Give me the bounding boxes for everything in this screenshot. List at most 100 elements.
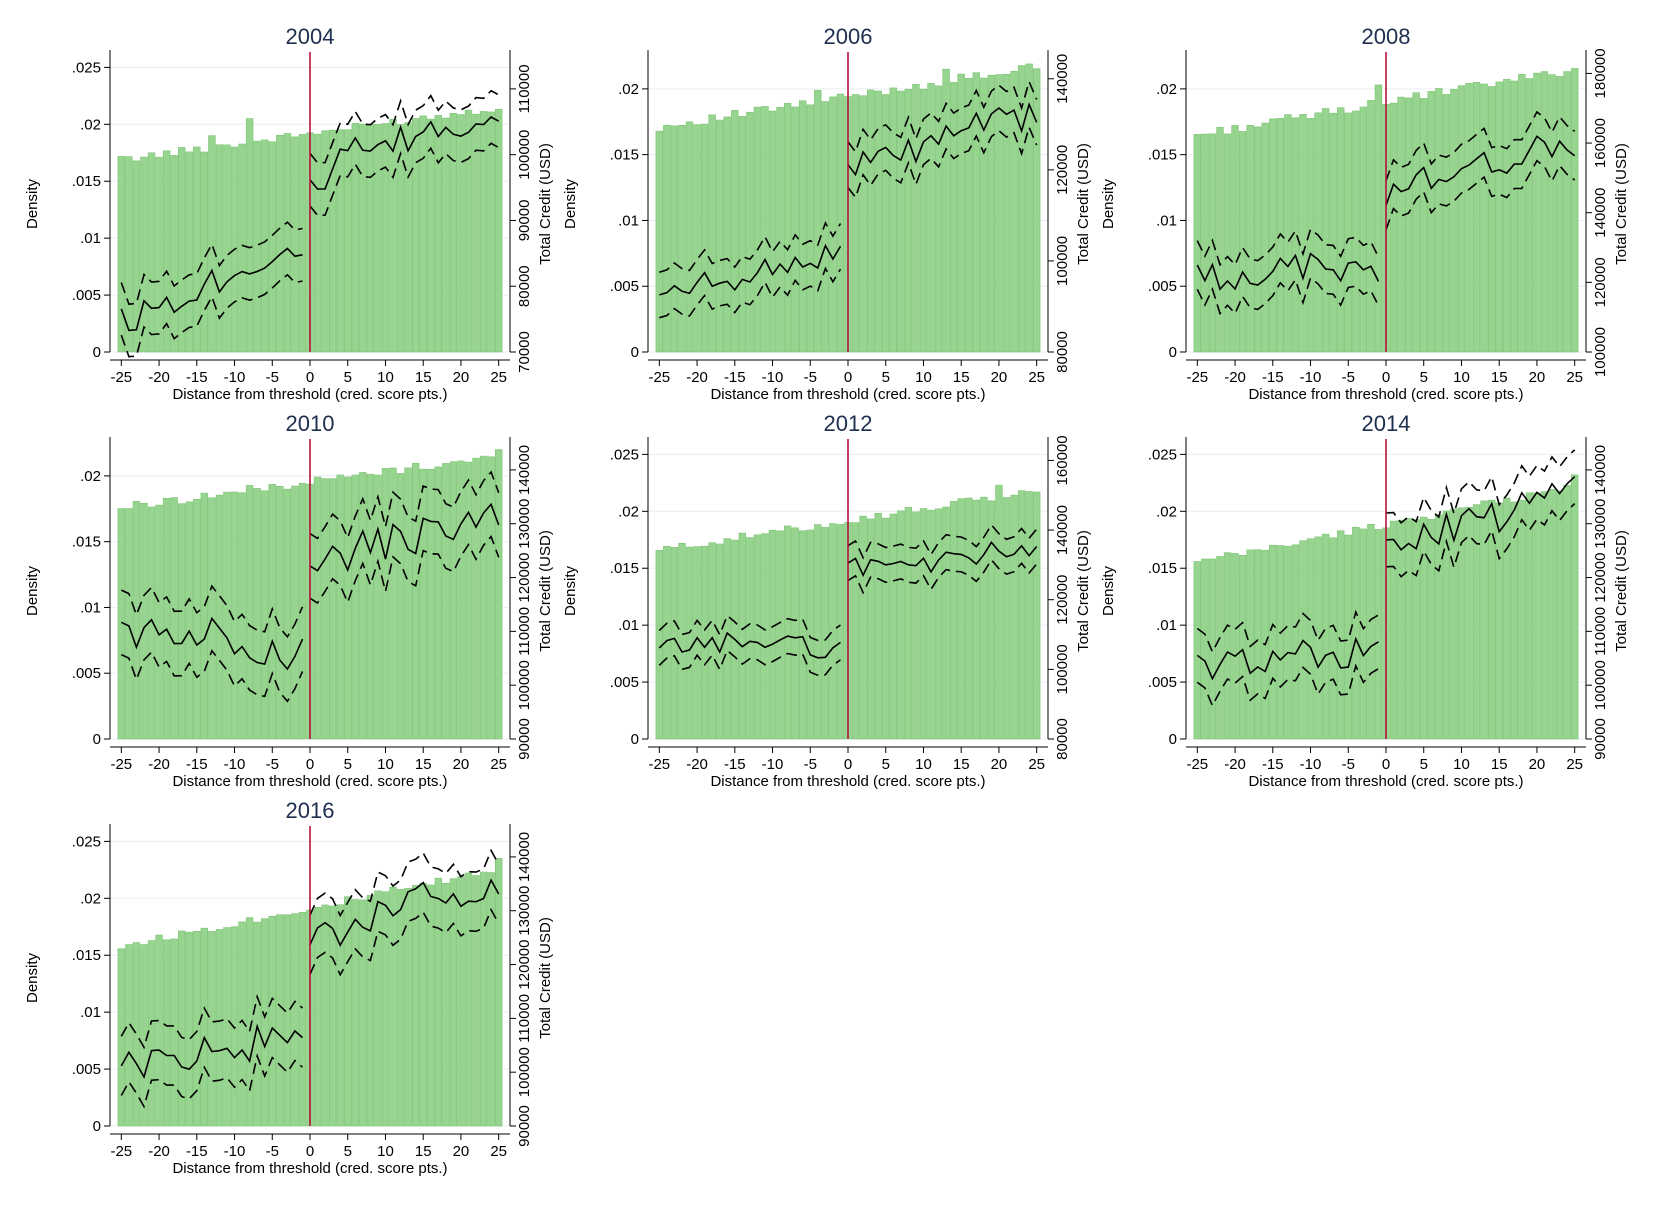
density-bar <box>1540 491 1549 740</box>
density-bar <box>1269 544 1277 740</box>
density-bar <box>404 122 412 353</box>
density-bar <box>1533 72 1541 353</box>
density-bar <box>1495 81 1503 353</box>
y2-tick-label: 100000 <box>1054 236 1071 286</box>
density-bar <box>223 144 231 353</box>
density-bar <box>829 96 837 353</box>
density-bar <box>791 106 799 353</box>
density-bar <box>494 108 503 353</box>
density-bar <box>965 497 973 740</box>
credit-ci-lower-right <box>1385 503 1576 578</box>
x-tick-label: -25 <box>648 756 670 773</box>
x-axis-label: Distance from threshold (cred. score pts… <box>172 386 447 403</box>
density-bar <box>1487 86 1496 353</box>
y2-tick-label: 140000 <box>1592 445 1609 495</box>
y2-tick-label: 100000 <box>1592 660 1609 710</box>
density-bar <box>738 116 747 353</box>
density-bar <box>1193 134 1202 353</box>
credit-ci-lower-right <box>847 124 1038 200</box>
y2-tick-label: 180000 <box>1592 48 1609 98</box>
density-bar <box>1533 492 1541 740</box>
density-bar <box>957 498 965 740</box>
y-tick-label: .01 <box>80 230 101 247</box>
x-tick-label: 20 <box>991 369 1008 386</box>
x-tick-label: -20 <box>148 756 170 773</box>
density-bar <box>655 130 664 353</box>
density-bar <box>1518 499 1526 740</box>
density-bar <box>1010 70 1018 353</box>
x-tick-label: -25 <box>1186 756 1208 773</box>
density-bar <box>859 515 867 740</box>
density-bar <box>836 524 845 740</box>
density-bar <box>791 527 799 740</box>
density-bar <box>738 532 747 740</box>
density-bar <box>1284 545 1292 740</box>
density-bar <box>449 878 458 1127</box>
density-bar <box>366 124 375 353</box>
x-axis-label: Distance from threshold (cred. score pts… <box>1248 386 1523 403</box>
density-bar <box>716 119 724 353</box>
y-tick-label: .005 <box>72 665 101 682</box>
x-tick-label: -20 <box>1224 369 1246 386</box>
density-bar <box>268 915 276 1127</box>
y2-tick-label: 120000 <box>1054 575 1071 625</box>
x-tick-label: 10 <box>1453 756 1470 773</box>
density-bar <box>783 525 792 740</box>
density-bar <box>155 934 163 1127</box>
density-bar <box>1246 125 1254 353</box>
density-bar <box>1359 528 1368 740</box>
density-bar <box>814 524 822 740</box>
density-bar <box>1397 96 1405 353</box>
credit-ci-upper-left <box>120 221 303 305</box>
credit-ci-upper-right <box>309 89 500 164</box>
density-bar <box>731 110 739 353</box>
density-bar <box>419 882 427 1127</box>
density-bar <box>829 523 837 740</box>
density-bar <box>889 513 897 740</box>
x-tick-label: 20 <box>453 369 470 386</box>
density-bar <box>942 506 950 740</box>
credit-ci-lower-right <box>309 907 500 977</box>
x-tick-label: -15 <box>1262 756 1284 773</box>
x-tick-label: -15 <box>186 369 208 386</box>
y2-tick-label: 130000 <box>1592 499 1609 549</box>
y2-axis-label: Total Credit (USD) <box>537 143 554 265</box>
density-bar <box>1563 71 1571 353</box>
x-tick-label: 5 <box>882 369 890 386</box>
x-tick-label: -15 <box>186 756 208 773</box>
density-bar <box>1503 497 1511 740</box>
density-bar <box>980 77 988 353</box>
density-bar <box>678 542 686 740</box>
x-tick-label: 0 <box>306 369 314 386</box>
density-bar <box>449 461 458 740</box>
density-bar <box>155 504 163 740</box>
y2-axis-label: Total Credit (USD) <box>1075 530 1092 652</box>
density-bar <box>253 140 261 353</box>
x-tick-label: -20 <box>686 369 708 386</box>
density-bar <box>464 109 473 353</box>
density-bar <box>366 473 375 740</box>
density-bar <box>904 88 913 353</box>
density-bar <box>1254 549 1262 740</box>
x-tick-label: 15 <box>415 756 432 773</box>
density-bar <box>178 147 186 353</box>
y-tick-label: .015 <box>72 173 101 190</box>
density-bar <box>1238 554 1247 740</box>
density-bar <box>351 474 359 740</box>
density-bar <box>1231 553 1239 740</box>
density-bar <box>1518 73 1526 353</box>
credit-mean-line-right <box>1385 135 1576 206</box>
y-tick-label: .005 <box>610 674 639 691</box>
y-tick-label: .025 <box>72 833 101 850</box>
density-bar <box>389 467 397 740</box>
density-bar <box>125 508 133 740</box>
density-bar <box>987 74 996 353</box>
y2-tick-label: 120000 <box>1054 145 1071 195</box>
x-axis-label: Distance from threshold (cred. score pts… <box>710 773 985 790</box>
density-bar <box>419 115 427 353</box>
density-bar <box>1412 92 1420 353</box>
density-bar <box>1435 88 1443 353</box>
y2-tick-label: 140000 <box>1592 188 1609 238</box>
density-bar <box>1495 502 1503 740</box>
density-bar <box>132 942 141 1127</box>
